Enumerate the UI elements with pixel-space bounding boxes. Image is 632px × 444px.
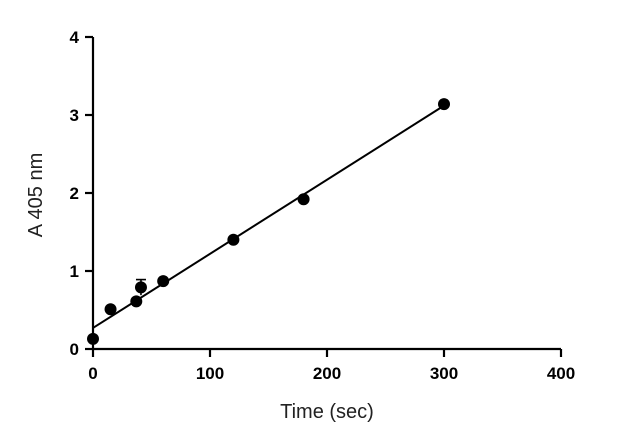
x-tick-label: 100: [196, 364, 224, 383]
data-point: [134, 281, 147, 294]
y-tick-label: 1: [70, 262, 79, 281]
axes: [91, 37, 561, 351]
y-tick-label: 3: [70, 106, 79, 125]
data-point: [130, 295, 143, 308]
data-point: [87, 332, 99, 345]
x-tick-label: 400: [547, 364, 575, 383]
data-point: [157, 275, 170, 288]
data-point: [104, 303, 117, 316]
regression-line: [92, 104, 445, 329]
y-tick-label: 2: [70, 184, 79, 203]
x-tick-label: 0: [88, 364, 97, 383]
data-points: [87, 98, 450, 345]
data-point: [438, 98, 450, 111]
data-point: [297, 193, 310, 206]
y-tick-label: 4: [70, 28, 80, 47]
y-axis-title: A 405 nm: [25, 153, 47, 238]
data-point: [227, 233, 240, 246]
y-tick-label: 0: [70, 340, 79, 359]
x-axis-title: Time (sec): [280, 401, 374, 423]
ticks: 0 100 200 300 400 0 1 2 3 4: [70, 28, 576, 383]
x-tick-label: 300: [430, 364, 458, 383]
x-tick-label: 200: [313, 364, 341, 383]
fit-line-group: [92, 104, 445, 329]
